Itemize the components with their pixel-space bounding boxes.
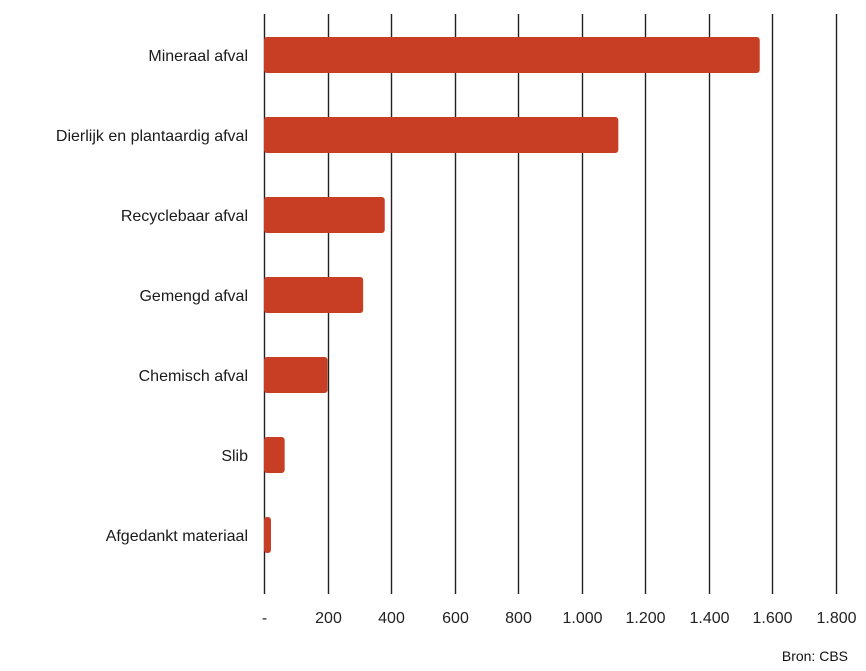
x-tick-label: 800: [505, 610, 532, 627]
x-axis-tick-labels: - 200 400 600 800 1.000 1.200 1.400 1.600 1.800: [262, 610, 857, 627]
category-label: Afgedankt materiaal: [106, 528, 248, 545]
bar: [264, 37, 760, 73]
x-tick-label: 1.800: [816, 610, 856, 627]
x-tick-label: 1.400: [689, 610, 729, 627]
category-label: Slib: [221, 448, 248, 465]
bar: [264, 117, 619, 153]
source-note: Bron: CBS: [782, 648, 848, 664]
bar: [264, 277, 364, 313]
x-tick-label: -: [262, 610, 267, 627]
category-label: Dierlijk en plantaardig afval: [56, 128, 248, 145]
category-labels: Mineraal afval Dierlijk en plantaardig af…: [56, 48, 248, 545]
x-tick-label: 1.200: [625, 610, 665, 627]
bar: [264, 197, 385, 233]
category-label: Gemengd afval: [139, 288, 248, 305]
bar: [264, 437, 285, 473]
gridlines: [263, 14, 838, 594]
category-label: Recyclebaar afval: [121, 208, 248, 225]
x-tick-label: 600: [442, 610, 469, 627]
x-tick-label: 1.000: [562, 610, 602, 627]
bar: [264, 517, 271, 553]
bars: [264, 37, 760, 553]
bar: [264, 357, 328, 393]
category-label: Chemisch afval: [139, 368, 248, 385]
x-tick-label: 400: [378, 610, 405, 627]
x-tick-label: 1.600: [752, 610, 792, 627]
x-tick-label: 200: [315, 610, 342, 627]
category-label: Mineraal afval: [148, 48, 248, 65]
